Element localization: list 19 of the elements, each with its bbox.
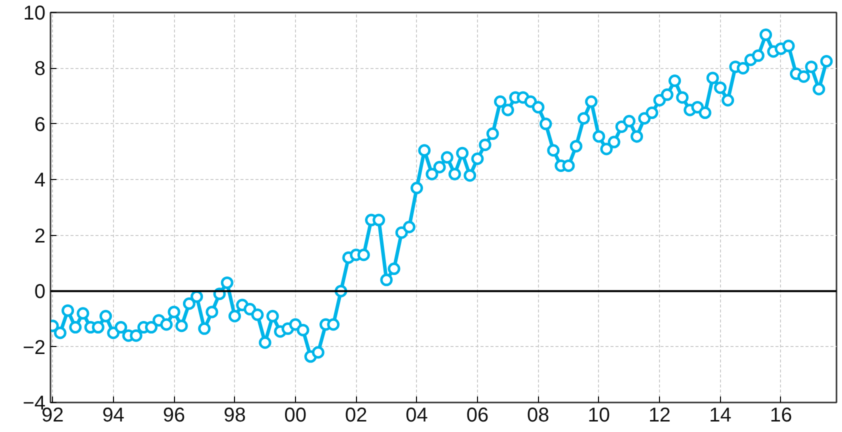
y-tick-label: 2 (34, 225, 46, 248)
y-tick-label: 0 (34, 281, 46, 304)
x-tick-label: 14 (709, 404, 732, 426)
x-tick-label: 12 (648, 404, 671, 426)
x-tick-label: 02 (344, 404, 368, 426)
y-tick-label: 4 (34, 170, 46, 192)
x-tick-label: 98 (224, 404, 246, 426)
y-tick-label: 10 (23, 2, 46, 24)
x-tick-label: 94 (102, 404, 124, 426)
x-tick-label: 08 (527, 404, 550, 426)
x-tick-label: 06 (466, 404, 489, 426)
x-tick-label: 10 (588, 404, 610, 426)
y-tick-label: 6 (34, 114, 46, 136)
x-tick-label: 96 (162, 404, 186, 426)
x-tick-label: 04 (406, 404, 428, 426)
x-tick-label: 00 (284, 404, 307, 426)
y-tick-label: −2 (22, 336, 46, 359)
y-tick-label: 8 (34, 58, 46, 80)
x-tick-label: 16 (770, 404, 792, 426)
